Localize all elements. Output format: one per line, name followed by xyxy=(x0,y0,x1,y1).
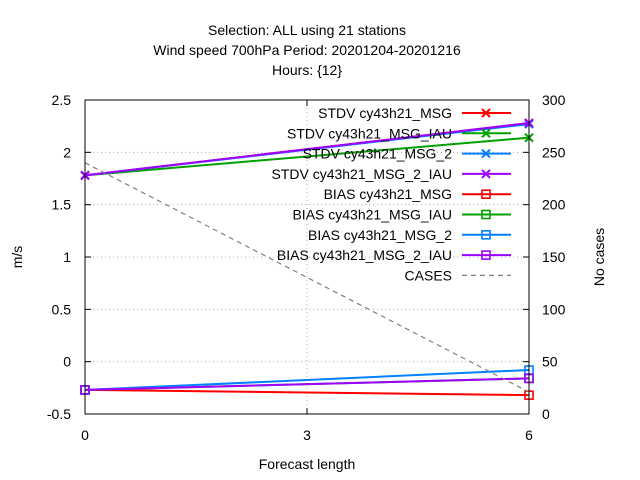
marker-stroke xyxy=(481,169,491,179)
legend-entry-4: STDV cy43h21_MSG_2_IAU xyxy=(271,166,511,182)
series-line-7 xyxy=(84,369,530,391)
legend-marker xyxy=(481,108,491,118)
marker-stroke xyxy=(481,108,491,118)
y2-tick-label: 150 xyxy=(542,249,566,265)
y2-tick-label: 250 xyxy=(542,144,566,160)
legend-entry-7: BIAS cy43h21_MSG_2 xyxy=(308,227,511,243)
legend-entry-9: CASES xyxy=(405,267,511,283)
chart-title: Selection: ALL using 21 stations Wind spe… xyxy=(153,22,461,78)
y-tick-label: 0.5 xyxy=(52,301,72,317)
y-tick-label: 1.5 xyxy=(52,197,72,213)
x-tick-label: 3 xyxy=(303,427,311,443)
axis-ticks: -0.5 0 0.5 1 1.5 2 2.5 0 50 100 150 200 250 300 0 3 6 xyxy=(47,92,566,443)
y-tick-label: 2 xyxy=(63,144,71,160)
y2-tick-label: 200 xyxy=(542,197,566,213)
y2-tick-label: 300 xyxy=(542,92,566,108)
y-tick-label: 1 xyxy=(63,249,71,265)
legend-marker xyxy=(481,250,491,260)
legend-label: STDV cy43h21_MSG_2_IAU xyxy=(271,166,452,182)
series-line-8 xyxy=(84,377,530,391)
plot-frame xyxy=(84,99,530,415)
legend-label: CASES xyxy=(405,267,452,283)
marker-stroke xyxy=(481,148,491,159)
title-line-2: Wind speed 700hPa Period: 20201204-20201… xyxy=(153,42,461,58)
legend-entry-6: BIAS cy43h21_MSG_IAU xyxy=(292,207,511,223)
legend-marker xyxy=(481,230,491,240)
series-line-2 xyxy=(84,136,530,177)
series-line-5 xyxy=(84,388,530,397)
series-line-9 xyxy=(84,162,530,393)
y-tick-label: -0.5 xyxy=(47,406,71,422)
legend-marker xyxy=(481,128,491,139)
y2-tick-label: 100 xyxy=(542,301,566,317)
y-axis-label: m/s xyxy=(9,246,25,269)
legend-entry-5: BIAS cy43h21_MSG xyxy=(324,186,511,202)
x-tick-label: 6 xyxy=(525,427,533,443)
legend-entry-3: STDV cy43h21_MSG_2 xyxy=(303,146,511,162)
y2-tick-label: 50 xyxy=(542,354,558,370)
x-axis-label: Forecast length xyxy=(259,456,356,472)
legend-label: BIAS cy43h21_MSG xyxy=(324,186,452,202)
legend-marker xyxy=(481,189,491,199)
legend-marker xyxy=(481,148,491,159)
y-tick-label: 2.5 xyxy=(52,92,72,108)
series-lines xyxy=(80,118,534,400)
y2-tick-label: 0 xyxy=(542,406,550,422)
legend-entry-1: STDV cy43h21_MSG xyxy=(318,105,511,121)
legend-label: BIAS cy43h21_MSG_IAU xyxy=(292,207,452,223)
legend-label: STDV cy43h21_MSG_IAU xyxy=(287,125,452,141)
series-line-4 xyxy=(84,122,530,177)
y2-axis-label: No cases xyxy=(591,228,607,286)
legend: STDV cy43h21_MSG STDV cy43h21_MSG_IAU STDV… xyxy=(271,105,511,283)
grid xyxy=(85,100,529,414)
title-line-1: Selection: ALL using 21 stations xyxy=(208,22,406,38)
legend-label: STDV cy43h21_MSG xyxy=(318,105,452,121)
legend-entry-8: BIAS cy43h21_MSG_2_IAU xyxy=(277,247,511,263)
marker-stroke xyxy=(481,128,491,139)
y-tick-label: 0 xyxy=(63,354,71,370)
legend-entry-2: STDV cy43h21_MSG_IAU xyxy=(287,125,511,141)
legend-label: STDV cy43h21_MSG_2 xyxy=(303,146,453,162)
legend-marker xyxy=(481,209,491,220)
legend-label: BIAS cy43h21_MSG_2_IAU xyxy=(277,247,452,263)
x-tick-label: 0 xyxy=(81,427,89,443)
legend-marker xyxy=(481,169,491,179)
legend-label: BIAS cy43h21_MSG_2 xyxy=(308,227,452,243)
title-line-3: Hours: {12} xyxy=(272,62,342,78)
